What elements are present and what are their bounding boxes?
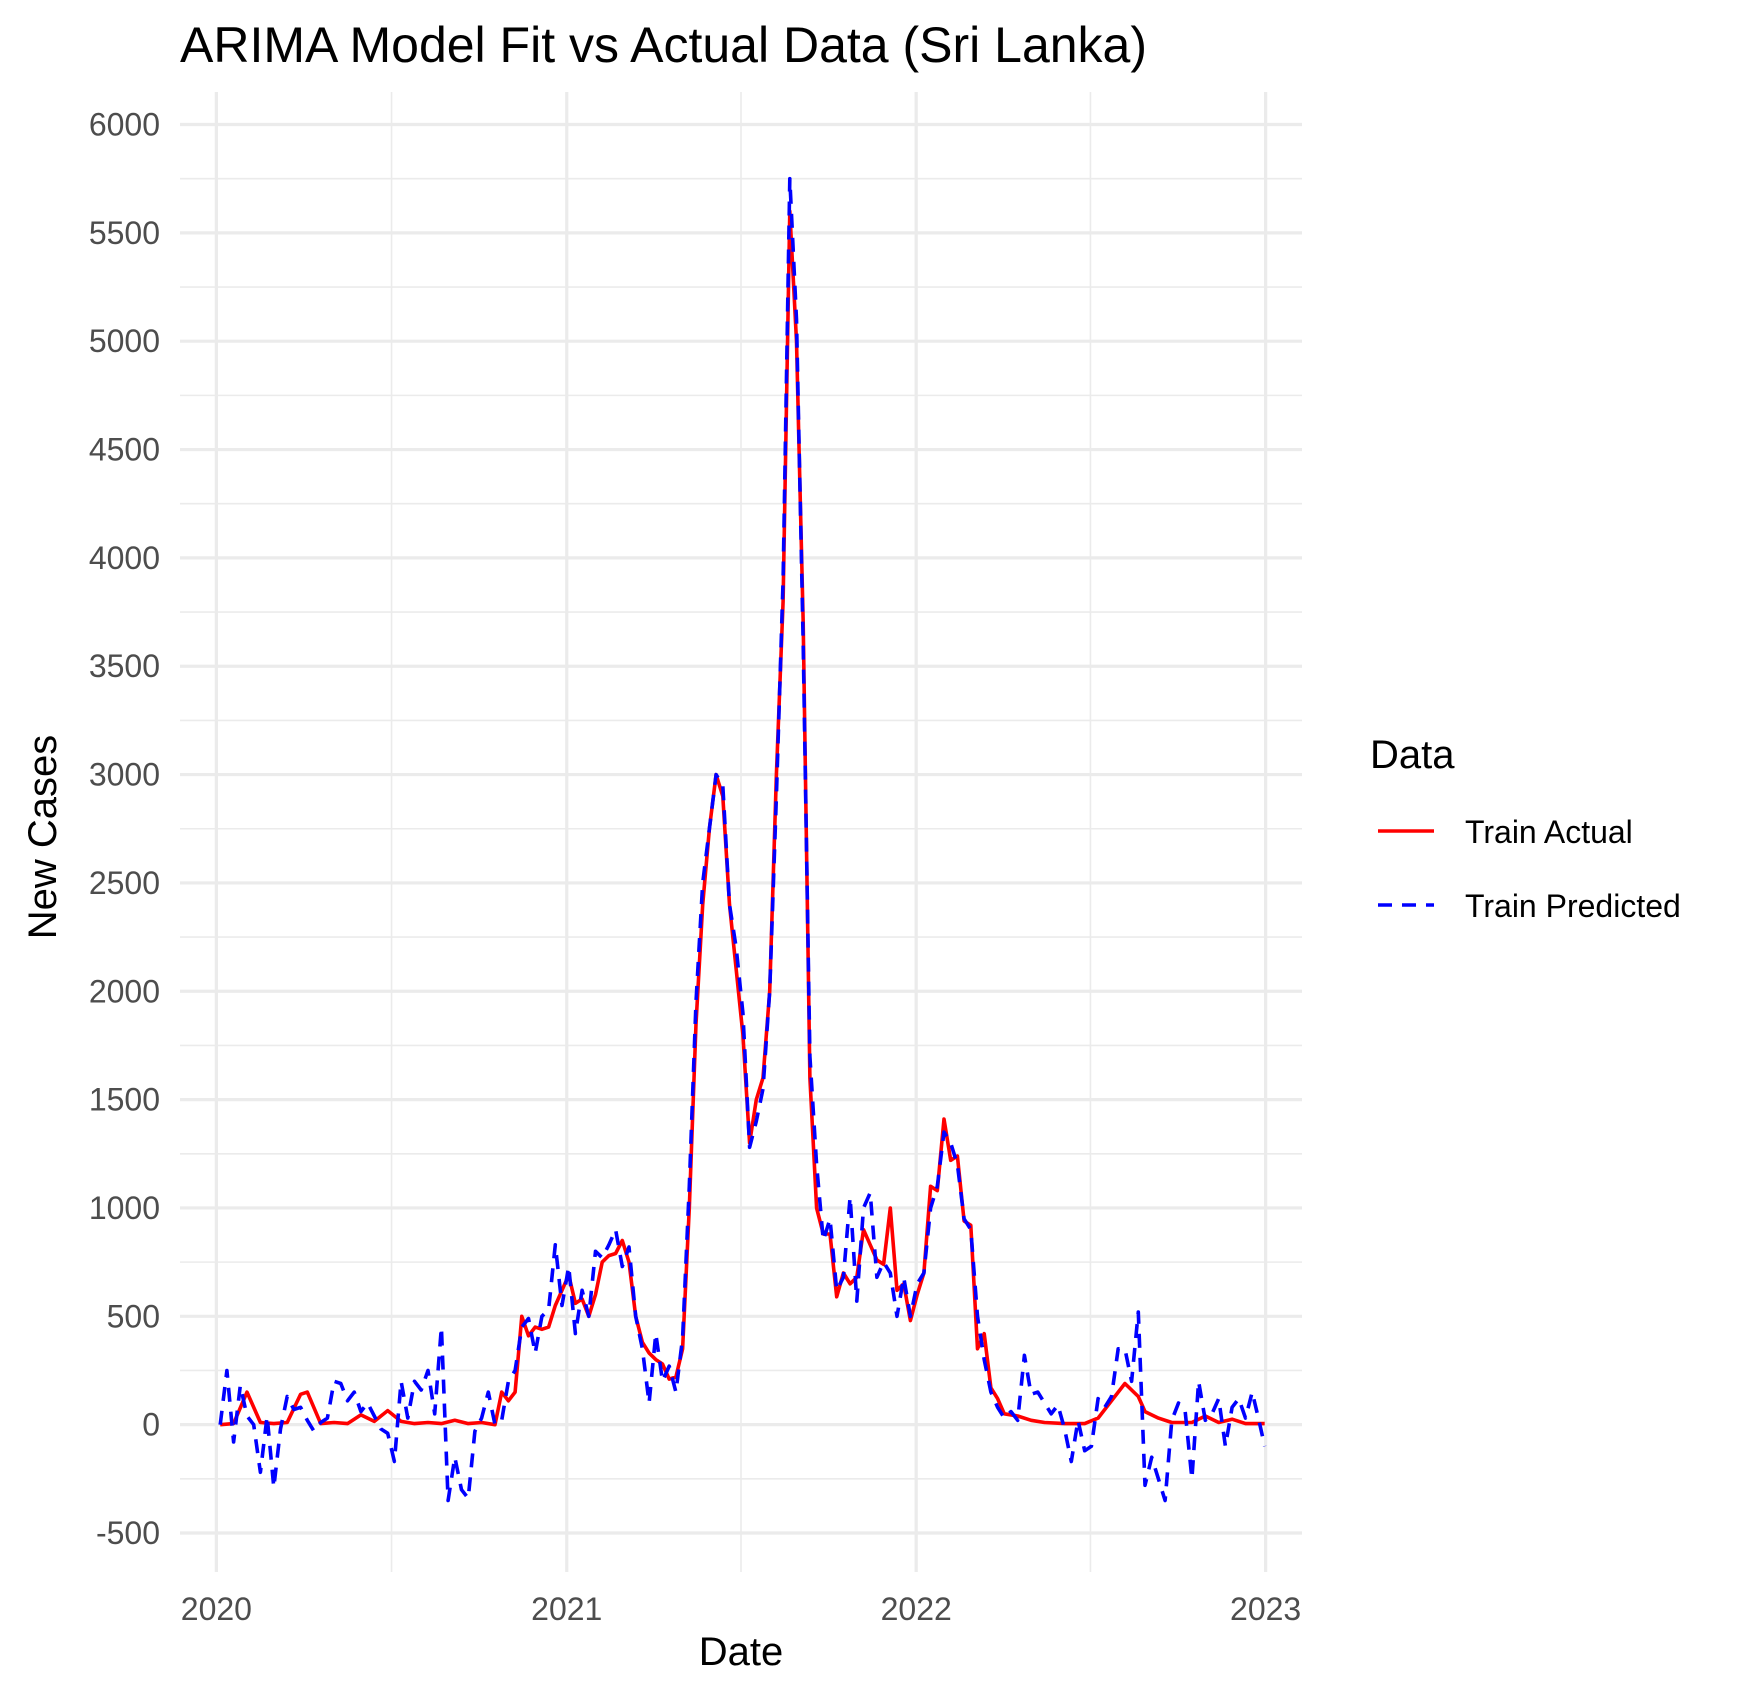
series-line-train-actual <box>220 209 1265 1427</box>
legend: Data Train Actual Train Predicted <box>1370 733 1681 924</box>
series-line-train-predicted <box>218 176 1267 1503</box>
x-tick-label: 2021 <box>531 1591 602 1627</box>
y-tick-label: 3500 <box>89 648 160 684</box>
x-tick-label: 2020 <box>181 1591 252 1627</box>
y-tick-label: 2000 <box>89 973 160 1009</box>
y-tick-label: 1000 <box>89 1190 160 1226</box>
series-layer <box>218 176 1267 1503</box>
x-tick-label: 2023 <box>1230 1591 1301 1627</box>
y-tick-label: -500 <box>96 1515 160 1551</box>
chart-title: ARIMA Model Fit vs Actual Data (Sri Lank… <box>180 17 1147 73</box>
x-axis-title: Date <box>699 1630 784 1674</box>
y-tick-label: 3000 <box>89 757 160 793</box>
y-tick-label: 6000 <box>89 107 160 143</box>
legend-label-train-predicted: Train Predicted <box>1465 888 1681 924</box>
x-tick-labels: 2020 2021 2022 2023 <box>181 1591 1301 1627</box>
y-axis-title: New Cases <box>21 735 65 940</box>
legend-label-train-actual: Train Actual <box>1465 814 1633 850</box>
y-tick-label: 5000 <box>89 323 160 359</box>
y-tick-label: 2500 <box>89 865 160 901</box>
y-tick-label: 5500 <box>89 215 160 251</box>
x-tick-label: 2022 <box>881 1591 952 1627</box>
y-tick-label: 500 <box>107 1298 160 1334</box>
y-tick-labels: -500 0 500 1000 1500 2000 2500 3000 3500 4000 4500… <box>89 107 160 1551</box>
y-tick-label: 4500 <box>89 432 160 468</box>
y-tick-label: 0 <box>142 1407 160 1443</box>
y-tick-label: 4000 <box>89 540 160 576</box>
y-tick-label: 1500 <box>89 1082 160 1118</box>
major-gridlines <box>180 92 1302 1572</box>
minor-gridlines <box>180 92 1302 1572</box>
legend-title: Data <box>1370 733 1455 777</box>
